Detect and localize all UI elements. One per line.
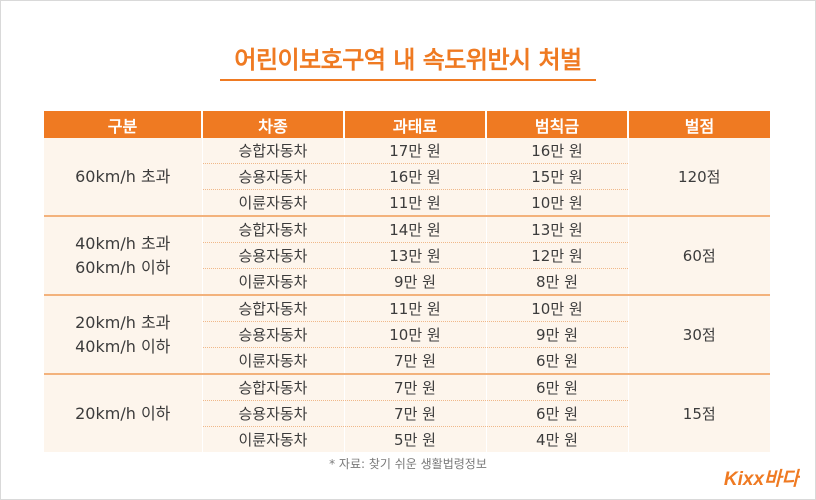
penalty-cell: 8만 원 [485,268,628,295]
penalty-cell: 6만 원 [485,400,628,427]
table-body: 60km/h 초과 승합자동차 17만 원 16만 원 120점 승용자동차 16만 원 15… [44,138,770,452]
penalty-cell: 6만 원 [485,373,628,401]
table-row: 20km/h 초과 40km/h 이하 승합자동차 11만 원 10만 원 30점 [44,294,770,374]
vehicle-type-cell: 승용자동차 [201,321,344,348]
fine-cell: 17만 원 [343,138,486,164]
penalty-cell: 15만 원 [485,163,628,190]
penalty-cell: 13만 원 [485,215,628,243]
penalty-cell: 6만 원 [485,347,628,374]
penalty-cell: 10만 원 [485,294,628,322]
points-cell: 30점 [627,294,770,374]
penalty-cell: 16만 원 [485,138,628,164]
table-row: 이륜자동차 5만 원 4만 원 [44,426,770,452]
table-row: 20km/h 이하 승합자동차 7만 원 6만 원 15점 [44,373,770,452]
source-note: * 자료: 찾기 쉬운 생활법령정보 [329,457,487,471]
table-header-row: 구분 차종 과태료 범칙금 벌점 [44,111,770,138]
speed-category-cell: 60km/h 초과 [44,138,202,216]
fine-cell: 7만 원 [343,347,486,374]
speed-category-line: 20km/h 초과 [75,312,171,332]
vehicle-type-cell: 이륜자동차 [201,189,344,216]
table-row: 40km/h 초과 60km/h 이하 승합자동차 14만 원 13만 원 60점 [44,215,770,295]
penalty-cell: 10만 원 [485,189,628,216]
fine-cell: 7만 원 [343,400,486,427]
fine-cell: 5만 원 [343,426,486,452]
vehicle-type-cell: 승합자동차 [201,138,344,164]
fine-cell: 11만 원 [343,294,486,322]
page-title: 어린이보호구역 내 속도위반시 처벌 [234,46,582,74]
vehicle-type-cell: 승합자동차 [201,373,344,401]
vehicle-type-cell: 승합자동차 [201,294,344,322]
fine-cell: 7만 원 [343,373,486,401]
speed-category-line: 40km/h 이하 [75,336,171,356]
penalty-cell: 12만 원 [485,242,628,269]
table-row: 승용자동차 13만 원 12만 원 [44,242,770,269]
speed-category-line: 40km/h 초과 [75,233,171,253]
points-cell: 15점 [627,373,770,452]
fine-cell: 11만 원 [343,189,486,216]
fine-cell: 14만 원 [343,215,486,243]
vehicle-type-cell: 이륜자동차 [201,268,344,295]
table-row: 이륜자동차 9만 원 8만 원 [44,268,770,295]
header-penalty: 범칙금 [485,111,628,138]
speed-category-cell: 20km/h 초과 40km/h 이하 [44,294,202,374]
title-underline [220,79,596,81]
speed-category-line: 60km/h 이하 [75,257,171,277]
fine-cell: 10만 원 [343,321,486,348]
logo-text: Kixx바다 [724,468,800,490]
table-row: 이륜자동차 7만 원 6만 원 [44,347,770,374]
vehicle-type-cell: 승합자동차 [201,215,344,243]
fine-cell: 16만 원 [343,163,486,190]
speed-category-cell: 40km/h 초과 60km/h 이하 [44,215,202,295]
table-row: 이륜자동차 11만 원 10만 원 [44,189,770,216]
fine-cell: 9만 원 [343,268,486,295]
header-vehicle-type: 차종 [201,111,344,138]
vehicle-type-cell: 승용자동차 [201,242,344,269]
header-category: 구분 [44,111,202,138]
penalty-cell: 4만 원 [485,426,628,452]
speed-category-line: 20km/h 이하 [75,403,171,423]
penalty-cell: 9만 원 [485,321,628,348]
header-fine: 과태료 [343,111,486,138]
vehicle-type-cell: 승용자동차 [201,400,344,427]
speed-category-line: 60km/h 초과 [75,166,171,186]
header-points: 벌점 [627,111,770,138]
table-row: 60km/h 초과 승합자동차 17만 원 16만 원 120점 [44,138,770,216]
vehicle-type-cell: 이륜자동차 [201,426,344,452]
vehicle-type-cell: 승용자동차 [201,163,344,190]
penalty-table: 구분 차종 과태료 범칙금 벌점 60km/h 초과 승합자동차 17만 원 16만 … [44,111,770,452]
vehicle-type-cell: 이륜자동차 [201,347,344,374]
points-cell: 60점 [627,215,770,295]
table-row: 승용자동차 16만 원 15만 원 [44,163,770,190]
fine-cell: 13만 원 [343,242,486,269]
table-row: 승용자동차 10만 원 9만 원 [44,321,770,348]
table-row: 승용자동차 7만 원 6만 원 [44,400,770,427]
speed-category-cell: 20km/h 이하 [44,373,202,452]
points-cell: 120점 [627,138,770,216]
kixx-logo: Kixx바다 [724,468,800,490]
